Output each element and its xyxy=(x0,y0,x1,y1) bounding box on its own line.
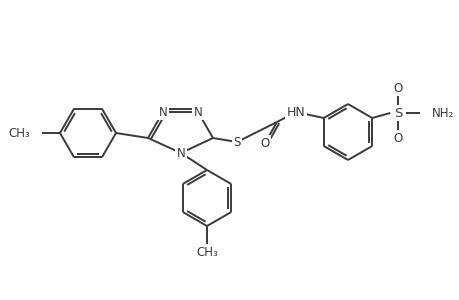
Text: CH₃: CH₃ xyxy=(196,247,218,260)
Text: N: N xyxy=(193,106,202,118)
Text: S: S xyxy=(233,136,240,148)
Text: HN: HN xyxy=(286,106,305,118)
Text: N: N xyxy=(176,146,185,160)
Text: S: S xyxy=(393,106,402,119)
Text: O: O xyxy=(260,136,269,149)
Text: O: O xyxy=(393,131,402,145)
Text: NH₂: NH₂ xyxy=(431,106,453,119)
Text: O: O xyxy=(393,82,402,94)
Text: CH₃: CH₃ xyxy=(8,127,30,140)
Text: N: N xyxy=(158,106,167,118)
